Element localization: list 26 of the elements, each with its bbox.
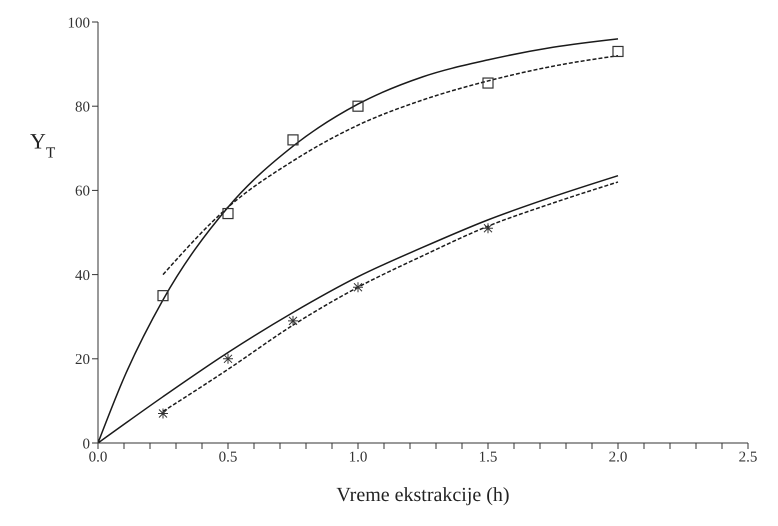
point [287,134,299,146]
point [352,282,364,293]
x-tick-label: 1.5 [478,450,498,466]
x-tick-label: 2.5 [738,450,758,466]
y-tick-label: 20 [75,352,90,368]
x-tick-label: 0.5 [218,450,238,466]
point [222,208,234,220]
line-series [162,181,619,412]
y-tick-label: 60 [75,184,90,200]
y-tick-label: 40 [75,268,90,284]
point [482,222,494,234]
y-axis-title: Y$_{T}$ [30,128,56,161]
point [612,46,624,58]
x-tick-label: 0.0 [88,450,108,466]
point [157,290,169,302]
point [352,100,364,112]
y-tick-label: 80 [75,100,90,116]
point [288,315,298,326]
point [482,77,494,89]
x-tick-label: 2.0 [608,450,628,466]
x-tick-label: 1.0 [348,450,368,466]
y-tick-label: 0 [82,436,90,452]
point [158,408,168,420]
y-tick-label: 100 [68,15,90,32]
x-axis-title: Vreme ekstrakcije (h) [336,484,510,506]
point [222,353,234,364]
